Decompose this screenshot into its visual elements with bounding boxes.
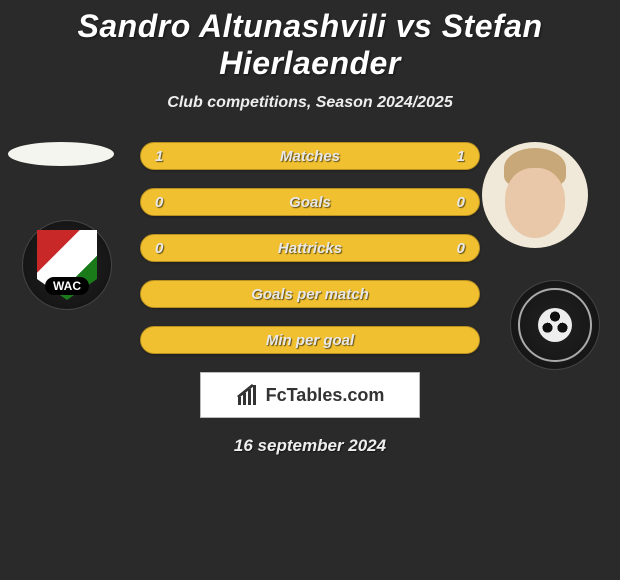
brand-attribution: FcTables.com [200, 372, 420, 418]
stat-label: Matches [280, 148, 340, 165]
stat-row: Min per goal [140, 326, 480, 354]
player-right-avatar [482, 142, 588, 248]
comparison-panel: WAC 1 Matches 1 0 Goals 0 0 Hattricks 0 … [0, 142, 620, 456]
brand-text: FcTables.com [266, 385, 385, 406]
stat-value-left: 0 [155, 194, 175, 211]
club-left-abbrev: WAC [45, 277, 89, 295]
stat-label: Goals [289, 194, 331, 211]
stat-value-left: 0 [155, 240, 175, 257]
stat-value-right: 0 [445, 240, 465, 257]
stat-label: Min per goal [266, 332, 354, 349]
stat-label: Goals per match [251, 286, 369, 303]
stat-bars: 1 Matches 1 0 Goals 0 0 Hattricks 0 Goal… [140, 142, 480, 354]
stat-row: Goals per match [140, 280, 480, 308]
stat-value-right: 1 [445, 148, 465, 165]
bar-chart-icon [236, 383, 260, 407]
stat-row: 0 Hattricks 0 [140, 234, 480, 262]
page-title: Sandro Altunashvili vs Stefan Hierlaende… [0, 0, 620, 82]
stat-value-left: 1 [155, 148, 175, 165]
stat-row: 0 Goals 0 [140, 188, 480, 216]
football-icon [538, 308, 572, 342]
stat-row: 1 Matches 1 [140, 142, 480, 170]
club-left-badge: WAC [22, 220, 112, 310]
stat-value-right: 0 [445, 194, 465, 211]
player-left-avatar [8, 142, 114, 166]
date-label: 16 september 2024 [0, 436, 620, 456]
stat-label: Hattricks [278, 240, 342, 257]
page-subtitle: Club competitions, Season 2024/2025 [0, 94, 620, 112]
club-right-badge [510, 280, 600, 370]
